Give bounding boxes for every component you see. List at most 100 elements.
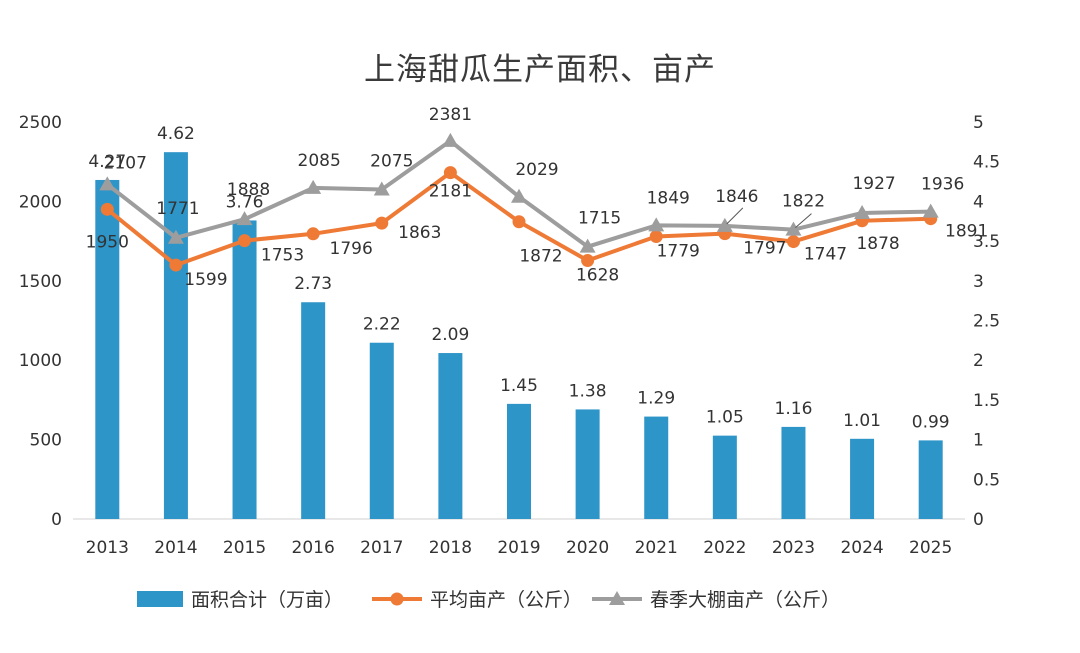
average-yield-data-label: 1863 xyxy=(398,223,441,243)
line-point-avg xyxy=(581,253,595,267)
bar-data-label: 1.45 xyxy=(500,376,538,396)
line-point-spring xyxy=(579,238,596,253)
bar xyxy=(507,403,531,519)
average-yield-data-label: 1891 xyxy=(945,222,988,242)
x-axis-tick-label: 2013 xyxy=(86,538,129,558)
x-axis-tick-label: 2018 xyxy=(429,538,472,558)
average-yield-data-label: 1747 xyxy=(804,245,847,265)
bar xyxy=(95,179,120,519)
average-yield-data-label: 1950 xyxy=(86,232,129,252)
bar-data-label: 2.09 xyxy=(431,325,469,345)
line-point-spring xyxy=(373,181,390,196)
legend-swatch-bar xyxy=(137,591,183,607)
line-point-spring xyxy=(167,229,184,244)
line-point-avg xyxy=(443,166,457,180)
right-axis-tick-label: 3 xyxy=(973,272,984,292)
line-point-spring xyxy=(236,211,253,226)
line-point-spring xyxy=(511,188,527,203)
average-yield-data-label: 1753 xyxy=(261,246,304,266)
line-point-avg xyxy=(649,229,663,243)
line-point-avg xyxy=(375,216,389,230)
bar xyxy=(301,302,326,519)
x-axis-tick-label: 2025 xyxy=(909,538,952,558)
bar-data-label: 1.38 xyxy=(569,381,607,401)
x-axis-tick-label: 2020 xyxy=(566,538,609,558)
line-point-spring xyxy=(442,132,459,147)
x-axis-tick-label: 2021 xyxy=(635,538,678,558)
right-axis-tick-label: 0 xyxy=(973,510,984,530)
line-point-avg xyxy=(512,215,526,229)
line-point-avg xyxy=(306,227,320,241)
x-axis-tick-label: 2016 xyxy=(292,538,335,558)
line-point-spring xyxy=(305,179,322,194)
bar xyxy=(575,409,600,519)
left-axis-tick-label: 2000 xyxy=(19,192,62,212)
left-axis-tick-label: 0 xyxy=(51,510,62,530)
spring-yield-data-label: 2381 xyxy=(429,105,472,125)
right-axis-tick-label: 4.5 xyxy=(973,153,1000,173)
label-leader-line xyxy=(726,207,744,225)
x-axis-tick-label: 2019 xyxy=(497,538,540,558)
right-axis-tick-label: 2 xyxy=(973,351,984,371)
line-point-spring xyxy=(716,217,733,232)
x-axis-tick-label: 2017 xyxy=(360,538,403,558)
right-axis-tick-label: 1 xyxy=(973,431,984,451)
spring-yield-data-label: 2085 xyxy=(298,151,341,171)
right-axis-tick-label: 0.5 xyxy=(973,470,1000,490)
bar-data-label: 3.76 xyxy=(226,192,264,212)
bar xyxy=(918,440,943,519)
line-point-avg xyxy=(169,258,183,272)
right-axis-tick-label: 2.5 xyxy=(973,312,1000,332)
x-axis-tick-label: 2014 xyxy=(154,538,197,558)
average-yield-data-label: 1779 xyxy=(657,241,700,261)
spring-yield-data-label: 1849 xyxy=(647,188,690,208)
line-point-spring xyxy=(785,221,802,236)
line-point-avg xyxy=(786,235,800,249)
average-yield-data-label: 1628 xyxy=(576,265,619,285)
spring-yield-data-label: 1927 xyxy=(852,174,895,194)
left-axis-tick-label: 1000 xyxy=(19,351,62,371)
bar xyxy=(781,426,806,519)
bar-data-label: 0.99 xyxy=(912,412,950,432)
bar xyxy=(850,438,875,519)
average-yield-data-label: 1872 xyxy=(519,247,562,267)
spring-yield-data-label: 1715 xyxy=(578,209,621,229)
bar xyxy=(438,353,463,519)
spring-yield-data-label: 1822 xyxy=(782,192,825,212)
legend-label-spring-yield: 春季大棚亩产（公斤） xyxy=(650,589,840,611)
left-axis-tick-label: 2500 xyxy=(19,113,62,133)
line-point-avg xyxy=(238,234,252,248)
bar xyxy=(644,416,669,519)
legend-swatch-avg-marker xyxy=(390,592,404,606)
legend-label-average-yield: 平均亩产（公斤） xyxy=(430,589,582,611)
bar-data-label: 2.73 xyxy=(294,274,332,294)
average-yield-data-label: 1796 xyxy=(330,239,373,259)
bar xyxy=(232,220,257,519)
line-point-spring xyxy=(854,204,871,219)
spring-yield-data-label: 2107 xyxy=(104,153,147,173)
spring-yield-data-label: 1846 xyxy=(715,187,758,207)
left-axis-tick-label: 500 xyxy=(30,431,62,451)
chart-title: 上海甜瓜生产面积、亩产 xyxy=(364,52,716,88)
x-axis-tick-label: 2015 xyxy=(223,538,266,558)
bar-data-label: 1.29 xyxy=(637,389,675,409)
spring-yield-data-label: 2075 xyxy=(370,151,413,171)
spring-yield-data-label: 2029 xyxy=(515,160,558,180)
bar-data-label: 1.05 xyxy=(706,408,744,428)
average-yield-data-label: 1599 xyxy=(184,270,227,290)
bar-data-label: 4.62 xyxy=(157,124,195,144)
line-point-avg xyxy=(100,202,114,216)
right-axis-tick-label: 1.5 xyxy=(973,391,1000,411)
bar-data-label: 1.01 xyxy=(843,411,881,431)
right-axis-tick-label: 5 xyxy=(973,113,984,133)
right-axis-tick-label: 3.5 xyxy=(973,232,1000,252)
line-point-spring xyxy=(922,203,939,218)
line-point-spring xyxy=(99,176,116,191)
average-yield-data-label: 1797 xyxy=(743,239,786,259)
x-axis-tick-label: 2022 xyxy=(703,538,746,558)
bar-data-label: 4.27 xyxy=(88,152,126,172)
average-yield-data-label: 1878 xyxy=(856,234,899,254)
line-point-spring xyxy=(648,217,665,232)
